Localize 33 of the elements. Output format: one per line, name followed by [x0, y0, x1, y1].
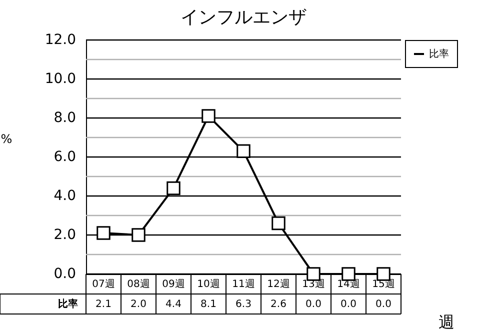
data-label: 0.0: [340, 299, 356, 310]
data-label: 2.1: [96, 299, 112, 310]
y-tick-label: 12.0: [44, 32, 76, 48]
data-label: 6.3: [236, 299, 252, 310]
data-label: 2.0: [130, 299, 146, 310]
x-axis-title: 週: [438, 312, 454, 332]
x-tick-label: 10週: [197, 279, 220, 290]
x-tick-label: 07週: [92, 279, 115, 290]
x-tick-label: 08週: [127, 279, 150, 290]
point: [236, 144, 250, 158]
data-label: 2.6: [270, 299, 286, 310]
point: [96, 226, 110, 240]
x-tick-label: 11週: [232, 279, 255, 290]
point: [166, 181, 180, 196]
data-label: 4.4: [166, 299, 182, 310]
y-tick-label: 8.0: [54, 110, 76, 126]
x-tick-label: 09週: [162, 279, 185, 290]
legend-label: 比率: [429, 48, 449, 60]
y-tick-label: 0.0: [54, 266, 76, 282]
data-label: 0.0: [306, 299, 322, 310]
text: 比率: [58, 299, 78, 310]
y-tick-label: 10.0: [44, 71, 76, 87]
point: [132, 228, 146, 242]
chart-title: インフルエンザ: [180, 7, 306, 28]
y-axis-title: %: [0, 132, 12, 146]
data-label: 8.1: [200, 299, 216, 310]
point: [202, 109, 216, 123]
data-label: 0.0: [376, 299, 392, 310]
point: [272, 216, 286, 230]
y-tick-label: 4.0: [54, 188, 76, 204]
x-tick-label: 12週: [267, 279, 290, 290]
y-tick-label: 6.0: [54, 149, 76, 165]
y-tick-label: 2.0: [54, 227, 76, 243]
